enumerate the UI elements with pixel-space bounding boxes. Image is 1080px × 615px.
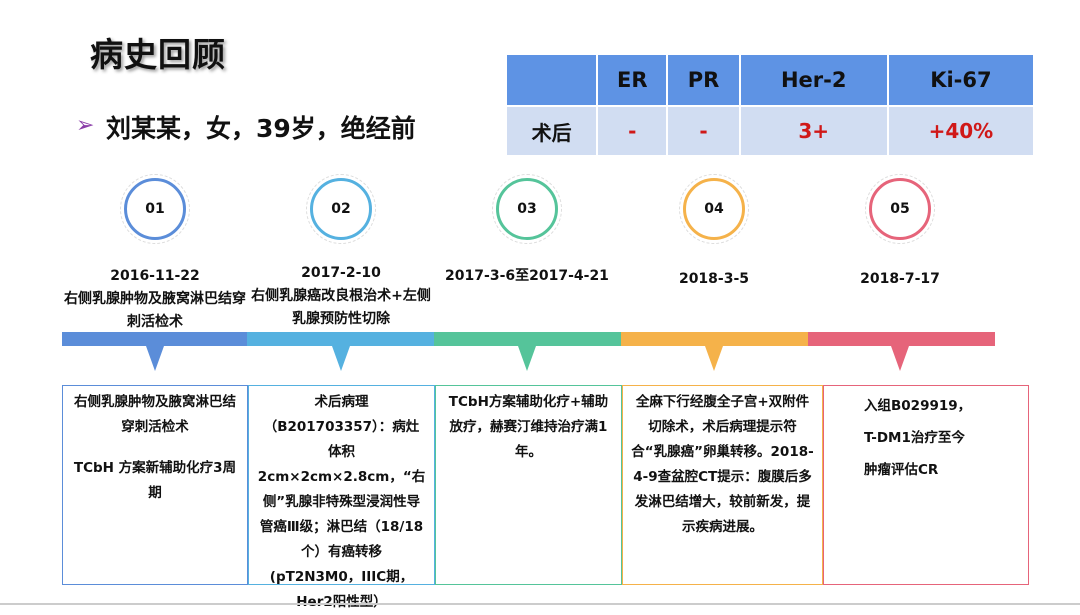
step-detail-box: TCbH方案辅助化疗+辅助放疗，赫赛汀维持治疗满1年。: [435, 385, 622, 585]
arrow-bullet-icon: ➢: [76, 113, 95, 138]
step-number: 01: [145, 201, 165, 217]
value-cell: +40%: [888, 107, 1033, 155]
detail-text: 术后病理（B201703357）：病灶体积2cm×2cm×2.8cm，“右侧”乳…: [257, 394, 426, 610]
step-heading: 2017-2-10 右侧乳腺癌改良根治术+左侧乳腺预防性切除: [246, 262, 436, 331]
step-detail-box: 入组B029919， T-DM1治疗至今 肿瘤评估CR: [823, 385, 1029, 585]
timeline-pointer: [518, 346, 536, 371]
timeline-pointer: [705, 346, 723, 371]
step-number: 05: [890, 201, 910, 217]
detail-text: 全麻下行经腹全子宫+双附件切除术，术后病理提示符合“乳腺癌”卵巢转移。2018-…: [631, 394, 814, 535]
header-cell: PR: [668, 55, 739, 105]
step-circle: 04: [679, 174, 749, 244]
step-circle: 05: [865, 174, 935, 244]
slide-title: 病史回顾: [90, 35, 226, 74]
step-date: 2016-11-22: [110, 268, 200, 284]
detail-text: 右侧乳腺肿物及腋窝淋巴结穿刺活检术: [74, 394, 236, 435]
step-number: 03: [517, 201, 537, 217]
timeline-pointer: [891, 346, 909, 371]
table-header-row: ER PR Her-2 Ki-67: [507, 55, 1033, 105]
step-detail-box: 术后病理（B201703357）：病灶体积2cm×2cm×2.8cm，“右侧”乳…: [248, 385, 435, 610]
timeline-pointer: [146, 346, 164, 371]
step-event: 右侧乳腺癌改良根治术+左侧乳腺预防性切除: [251, 288, 431, 327]
step-number: 02: [331, 201, 351, 217]
detail-text: TCbH方案辅助化疗+辅助放疗，赫赛汀维持治疗满1年。: [448, 394, 609, 460]
divider: [0, 603, 1080, 605]
patient-info: 刘某某，女，39岁，绝经前: [106, 114, 416, 143]
step-heading: 2018-7-17: [805, 268, 995, 291]
detail-text: 入组B029919，: [864, 398, 972, 414]
value-cell: -: [668, 107, 739, 155]
step-heading: 2016-11-22 右侧乳腺肿物及腋窝淋巴结穿刺活检术: [60, 265, 250, 334]
step-date: 2018-3-5: [678, 271, 750, 287]
step-event: 右侧乳腺肿物及腋窝淋巴结穿刺活检术: [64, 291, 246, 330]
step-date: 2018-7-17: [860, 271, 940, 287]
header-cell: ER: [598, 55, 667, 105]
step-circle: 02: [306, 174, 376, 244]
step-date: 2017-3-6至2017-4-21: [445, 268, 609, 284]
value-cell: -: [598, 107, 667, 155]
step-circle: 01: [120, 174, 190, 244]
step-date: 2017-2-10: [301, 265, 381, 281]
detail-text: 肿瘤评估CR: [864, 462, 939, 478]
step-heading: 2017-3-6至2017-4-21: [432, 265, 622, 288]
header-cell: Her-2: [740, 55, 887, 105]
value-cell: 3+: [740, 107, 887, 155]
timeline-segment: [247, 332, 434, 346]
row-label: 术后: [507, 107, 597, 155]
step-circle: 03: [492, 174, 562, 244]
step-detail-box: 全麻下行经腹全子宫+双附件切除术，术后病理提示符合“乳腺癌”卵巢转移。2018-…: [622, 385, 823, 585]
step-number: 04: [704, 201, 724, 217]
timeline-segment: [621, 332, 808, 346]
timeline-segment: [62, 332, 247, 346]
detail-text: T-DM1治疗至今: [864, 430, 965, 446]
header-cell: Ki-67: [888, 55, 1033, 105]
timeline-segment: [434, 332, 621, 346]
detail-text: TCbH 方案新辅助化疗3周期: [73, 460, 237, 501]
timeline-pointer: [332, 346, 350, 371]
header-cell: [507, 55, 597, 105]
step-detail-box: 右侧乳腺肿物及腋窝淋巴结穿刺活检术 TCbH 方案新辅助化疗3周期: [62, 385, 248, 585]
markers-table: ER PR Her-2 Ki-67 术后 - - 3+ +40%: [505, 53, 1035, 157]
step-heading: 2018-3-5: [619, 268, 809, 291]
table-row: 术后 - - 3+ +40%: [507, 107, 1033, 155]
timeline-segment: [808, 332, 995, 346]
